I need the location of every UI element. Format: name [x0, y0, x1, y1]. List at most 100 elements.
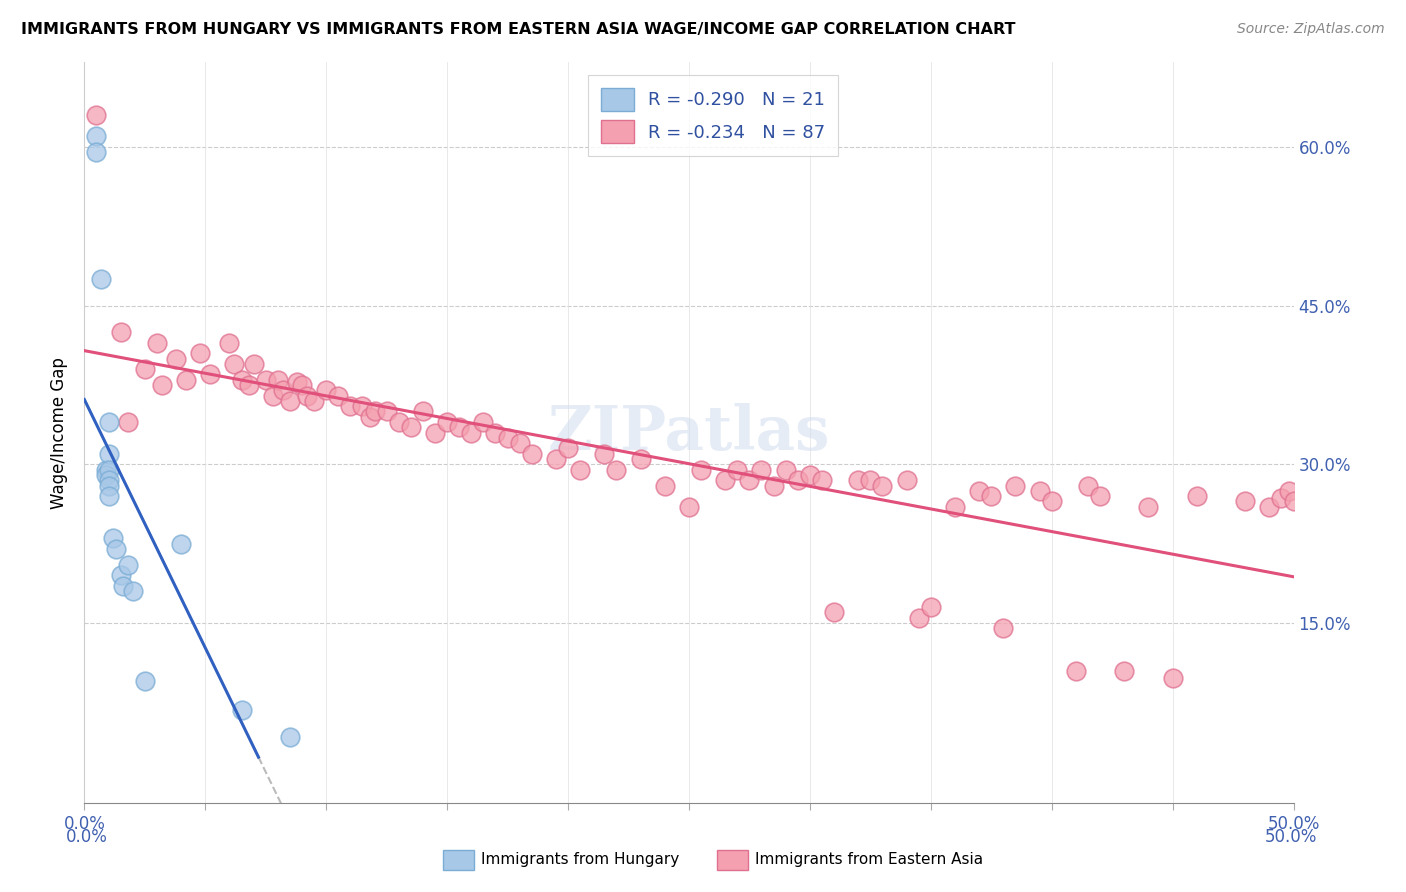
Point — [117, 558, 139, 572]
Point — [775, 463, 797, 477]
Point — [811, 473, 834, 487]
Point — [920, 600, 942, 615]
Point — [134, 362, 156, 376]
Point — [593, 447, 616, 461]
Point — [94, 463, 117, 477]
Point — [90, 272, 112, 286]
Point — [1270, 491, 1292, 506]
Point — [1234, 494, 1257, 508]
Point — [823, 606, 845, 620]
Point — [436, 415, 458, 429]
Point — [121, 584, 143, 599]
Point — [472, 415, 495, 429]
Point — [1282, 494, 1305, 508]
Point — [714, 473, 737, 487]
Point — [97, 415, 120, 429]
Point — [544, 452, 567, 467]
Text: Immigrants from Eastern Asia: Immigrants from Eastern Asia — [755, 853, 983, 867]
Point — [751, 463, 773, 477]
Point — [630, 452, 652, 467]
Point — [352, 399, 374, 413]
Point — [1161, 671, 1184, 685]
Point — [460, 425, 482, 440]
Point — [1064, 664, 1087, 678]
Point — [218, 335, 240, 350]
Point — [231, 373, 253, 387]
Point — [291, 378, 314, 392]
Point — [328, 389, 350, 403]
Point — [134, 674, 156, 689]
Point — [1114, 664, 1136, 678]
Point — [86, 108, 108, 122]
Text: Immigrants from Hungary: Immigrants from Hungary — [481, 853, 679, 867]
Point — [94, 467, 117, 482]
Point — [285, 375, 308, 389]
Point — [165, 351, 187, 366]
Point — [190, 346, 212, 360]
Text: IMMIGRANTS FROM HUNGARY VS IMMIGRANTS FROM EASTERN ASIA WAGE/INCOME GAP CORRELAT: IMMIGRANTS FROM HUNGARY VS IMMIGRANTS FR… — [21, 22, 1015, 37]
Point — [520, 447, 543, 461]
Text: 0.0%: 0.0% — [66, 828, 108, 846]
Point — [271, 384, 294, 398]
Point — [224, 357, 246, 371]
Point — [238, 378, 260, 392]
Point — [1040, 494, 1063, 508]
Point — [231, 703, 253, 717]
Point — [678, 500, 700, 514]
Point — [872, 478, 894, 492]
Point — [363, 404, 385, 418]
Point — [738, 473, 761, 487]
Point — [399, 420, 422, 434]
Point — [1028, 483, 1050, 498]
Point — [1088, 489, 1111, 503]
Point — [1258, 500, 1281, 514]
Point — [97, 463, 120, 477]
Point — [896, 473, 918, 487]
Point — [980, 489, 1002, 503]
Point — [569, 463, 592, 477]
Point — [1137, 500, 1160, 514]
Point — [605, 463, 627, 477]
Point — [170, 537, 193, 551]
Text: 50.0%: 50.0% — [1264, 828, 1317, 846]
Point — [799, 467, 821, 482]
Point — [907, 611, 929, 625]
Point — [302, 393, 325, 408]
Point — [278, 393, 301, 408]
Point — [146, 335, 169, 350]
Point — [103, 532, 125, 546]
Legend: R = -0.290   N = 21, R = -0.234   N = 87: R = -0.290 N = 21, R = -0.234 N = 87 — [589, 75, 838, 156]
Point — [86, 129, 108, 144]
Point — [496, 431, 519, 445]
Point — [198, 368, 221, 382]
Text: Source: ZipAtlas.com: Source: ZipAtlas.com — [1237, 22, 1385, 37]
Point — [762, 478, 785, 492]
Point — [97, 473, 120, 487]
Point — [509, 436, 531, 450]
Point — [262, 389, 284, 403]
Point — [110, 325, 132, 339]
Point — [278, 730, 301, 744]
Point — [97, 478, 120, 492]
Point — [254, 373, 277, 387]
Point — [315, 384, 337, 398]
Point — [86, 145, 108, 160]
Point — [242, 357, 264, 371]
Point — [174, 373, 197, 387]
Point — [388, 415, 411, 429]
Point — [1077, 478, 1099, 492]
Point — [846, 473, 869, 487]
Text: ZIPatlas: ZIPatlas — [548, 402, 830, 463]
Point — [359, 409, 381, 424]
Point — [112, 579, 135, 593]
Point — [117, 415, 139, 429]
Point — [104, 541, 127, 556]
Point — [150, 378, 173, 392]
Point — [449, 420, 471, 434]
Point — [859, 473, 882, 487]
Point — [484, 425, 506, 440]
Point — [967, 483, 990, 498]
Point — [97, 489, 120, 503]
Point — [1278, 483, 1301, 498]
Point — [110, 568, 132, 582]
